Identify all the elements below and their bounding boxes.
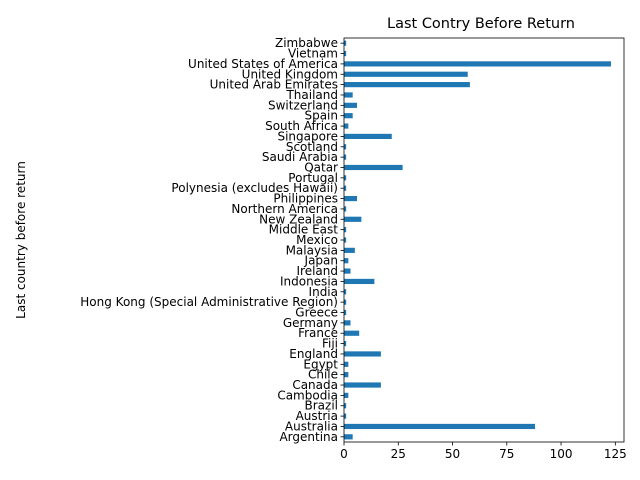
y-tick-label: Germany — [283, 316, 338, 330]
bar-polynesia-excludes-hawaii — [344, 185, 347, 191]
bar-vietnam — [344, 50, 347, 57]
bar-middle-east — [344, 227, 347, 233]
x-tick-label: 25 — [391, 447, 406, 461]
y-tick-label: New Zealand — [259, 212, 338, 226]
y-tick-label: France — [298, 326, 338, 340]
bar-south-africa — [344, 123, 349, 129]
bar-scotland — [344, 144, 347, 150]
y-tick-label: Greece — [295, 306, 338, 320]
bar-india — [344, 289, 347, 295]
y-tick-label: Northern America — [231, 202, 338, 216]
y-tick-label: Middle East — [269, 223, 339, 237]
y-tick-label: United Arab Emirates — [210, 78, 338, 92]
bar-cambodia — [344, 392, 349, 398]
y-ticks-group: ArgentinaAustraliaAustriaBrazilCambodiaC… — [80, 36, 344, 444]
plot-frame — [343, 37, 625, 443]
bar-malaysia — [344, 247, 355, 253]
bar-france — [344, 330, 360, 336]
y-tick-label: United Kingdom — [242, 67, 338, 81]
bar-philippines — [344, 195, 358, 202]
y-tick-label: England — [289, 347, 338, 361]
x-tick-label: 0 — [340, 447, 348, 461]
bars-group — [344, 40, 611, 440]
bar-greece — [344, 309, 347, 316]
bar-hong-kong-special-administrative-region — [344, 299, 347, 305]
y-tick-label: Thailand — [285, 88, 338, 102]
y-tick-label: India — [309, 285, 338, 299]
y-tick-label: Singapore — [277, 129, 338, 143]
bar-qatar — [344, 164, 403, 171]
bar-united-states-of-america — [344, 61, 611, 67]
y-tick-label: Spain — [304, 109, 338, 123]
bar-spain — [344, 113, 353, 119]
bar-germany — [344, 320, 351, 326]
bar-canada — [344, 382, 381, 388]
bar-austria — [344, 413, 347, 419]
y-tick-label: Zimbabwe — [275, 36, 338, 50]
y-tick-label: Hong Kong (Special Administrative Region… — [80, 295, 338, 309]
bar-mexico — [344, 237, 347, 243]
y-tick-label: Australia — [285, 419, 338, 433]
x-tick-label: 75 — [499, 447, 514, 461]
bar-portugal — [344, 175, 347, 181]
bar-saudi-arabia — [344, 154, 347, 160]
y-tick-label: Fiji — [322, 337, 338, 351]
bar-chile — [344, 372, 349, 378]
y-tick-label: United States of America — [188, 57, 338, 71]
y-tick-label: Saudi Arabia — [262, 150, 338, 164]
bar-zimbabwe — [344, 40, 347, 46]
y-tick-label: Philippines — [273, 192, 338, 206]
chart-title: Last Contry Before Return — [387, 16, 575, 32]
x-ticks-group: 0 25 50 75 100 125 — [340, 442, 627, 461]
y-tick-label: Switzerland — [268, 98, 338, 112]
y-tick-label: Japan — [304, 254, 338, 268]
y-tick-label: Canada — [292, 378, 338, 392]
y-tick-label: Cambodia — [277, 388, 338, 402]
bar-indonesia — [344, 278, 375, 285]
y-tick-label: Argentina — [279, 430, 338, 444]
x-tick-label: 50 — [445, 447, 460, 461]
bar-singapore — [344, 133, 392, 139]
bar-brazil — [344, 403, 347, 409]
y-tick-label: Vietnam — [288, 47, 338, 61]
bar-australia — [344, 423, 536, 430]
y-tick-label: Chile — [308, 368, 338, 382]
y-tick-label: Austria — [296, 409, 338, 423]
x-tick-label: 100 — [550, 447, 573, 461]
y-tick-label: Qatar — [304, 160, 338, 174]
x-tick-label: 125 — [604, 447, 627, 461]
y-tick-label: South Africa — [265, 119, 338, 133]
bar-fiji — [344, 341, 347, 347]
y-tick-label: Mexico — [296, 233, 338, 247]
y-tick-label: Polynesia (excludes Hawaii) — [171, 181, 338, 195]
y-tick-label: Brazil — [305, 399, 339, 413]
y-axis-label: Last country before return — [14, 161, 28, 319]
y-tick-label: Portugal — [288, 171, 338, 185]
bar-japan — [344, 258, 349, 264]
bar-egypt — [344, 361, 349, 367]
axes-frame — [343, 37, 625, 443]
bar-new-zealand — [344, 216, 362, 222]
bar-united-kingdom — [344, 71, 468, 77]
y-tick-label: Indonesia — [280, 274, 338, 288]
bar-ireland — [344, 268, 351, 274]
y-tick-label: Scotland — [286, 140, 338, 154]
bar-united-arab-emirates — [344, 82, 470, 88]
bar-thailand — [344, 92, 353, 98]
y-tick-label: Ireland — [296, 264, 338, 278]
bar-northern-america — [344, 206, 347, 212]
y-tick-label: Malaysia — [286, 243, 338, 257]
y-tick-label: Egypt — [303, 357, 338, 371]
bar-switzerland — [344, 102, 358, 108]
bar-england — [344, 351, 381, 357]
bar-argentina — [344, 434, 353, 440]
